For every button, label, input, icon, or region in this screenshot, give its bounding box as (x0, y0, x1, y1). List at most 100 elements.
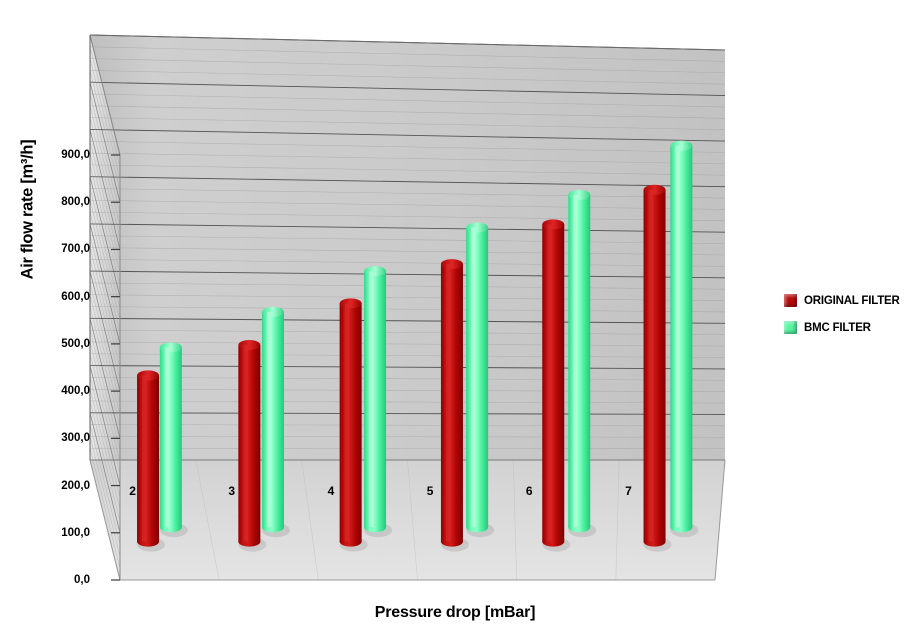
sidewall-gridline (89, 412, 121, 533)
legend-item[interactable]: BMC FILTER (784, 321, 910, 334)
bar-top-cap (466, 222, 489, 233)
bar-body (670, 145, 693, 528)
gridline-minor (89, 58, 726, 74)
y-axis-tick-label: 900,0 (61, 149, 90, 161)
legend-item[interactable]: ORIGINAL FILTER (784, 294, 910, 307)
sidewall-gridline (89, 152, 121, 274)
sidewall-gridline (89, 212, 121, 333)
bar-top-cap (364, 266, 387, 277)
bar-body (339, 303, 362, 542)
y-axis-tick-label: 600,0 (61, 290, 90, 303)
floor-left-edge (89, 459, 121, 581)
bar-top-cap (159, 342, 182, 353)
gridlines (89, 34, 726, 581)
bar[interactable] (440, 259, 469, 552)
bar-top-cap (261, 306, 284, 317)
gridline-major (89, 317, 726, 324)
bar-highlight (445, 264, 451, 542)
gridline-minor (89, 282, 726, 290)
gridline-minor (89, 188, 726, 199)
x-axis-tick-label: 2 (129, 484, 136, 498)
bar[interactable] (364, 266, 393, 538)
y-axis-tick-label: 400,0 (61, 385, 90, 398)
floor-depth-line (615, 459, 620, 581)
bar[interactable] (238, 340, 267, 552)
bars-group (137, 140, 699, 552)
bar[interactable] (339, 298, 368, 552)
bar-highlight (142, 375, 147, 542)
bar-top-cap (137, 370, 160, 381)
gridline-minor (89, 70, 726, 85)
sidewall-gridline (89, 318, 121, 439)
sidewall-gridline (89, 105, 121, 226)
floor-right-edge (714, 459, 726, 581)
bar-highlight (471, 227, 476, 528)
bar-highlight (344, 303, 350, 542)
sidewall-gridline (89, 188, 121, 309)
bar-body (364, 271, 387, 528)
bar-top-cap (670, 140, 693, 151)
sidewall-gridline (89, 448, 121, 569)
gridline-minor (89, 400, 726, 404)
bar-highlight (573, 194, 578, 528)
sidewall-gridline (89, 365, 121, 486)
bar[interactable] (159, 342, 188, 538)
gridline-minor (89, 294, 726, 301)
sidewall-gridline (89, 200, 121, 321)
sidewall-gridline (89, 353, 121, 474)
bar-body (568, 194, 591, 528)
gridline-minor (89, 105, 726, 119)
gridline-minor (89, 424, 726, 427)
bar-body (159, 347, 182, 528)
gridline-minor (89, 329, 726, 335)
gridline-major (89, 128, 726, 142)
bar-body (466, 227, 489, 528)
bar[interactable] (643, 184, 672, 552)
sidewall-gridline (89, 377, 121, 498)
bar[interactable] (568, 189, 597, 538)
sidewall-gridline (89, 141, 121, 262)
gridline-minor (89, 117, 726, 130)
bar[interactable] (137, 370, 166, 552)
chart-legend: ORIGINAL FILTER BMC FILTER (784, 294, 910, 348)
gridline-major (89, 81, 726, 97)
bar[interactable] (261, 306, 290, 538)
floor-depth-line (301, 459, 319, 581)
gridline-major (89, 412, 726, 415)
bar-highlight (369, 271, 374, 528)
gridline-minor (89, 140, 726, 153)
sidewall-gridline (89, 294, 121, 415)
bar[interactable] (542, 219, 571, 552)
gridline-minor (89, 259, 726, 267)
sidewall-gridline (89, 341, 121, 463)
sidewall-gridline (89, 129, 121, 250)
bar[interactable] (466, 222, 495, 538)
x-axis-title: Pressure drop [mBar] (374, 604, 536, 621)
gridline-major (89, 365, 726, 370)
bar-top-cap (568, 189, 591, 200)
bar[interactable] (670, 140, 699, 538)
gridline-minor (89, 353, 726, 358)
bar-highlight (547, 224, 552, 542)
bar-top-cap (542, 219, 565, 230)
gridline-major (89, 176, 726, 188)
legend-label: ORIGINAL FILTER (804, 294, 900, 307)
floor-depth-line (407, 459, 418, 581)
gridline-major (89, 270, 726, 279)
sidewall-gridline (89, 82, 121, 203)
sidewall-gridline (89, 70, 121, 191)
bar-top-cap (339, 298, 362, 309)
gridline-minor (89, 247, 726, 256)
gridline-minor (89, 211, 726, 222)
y-axis-tick-label: 800,0 (61, 196, 90, 209)
sidewall-gridline (89, 400, 121, 522)
floor-depth-line (513, 459, 517, 581)
gridline-major (89, 223, 726, 233)
sidewall-gridline (89, 176, 121, 297)
y-axis-tick-label: 0,0 (74, 574, 90, 586)
x-axis-tick-label: 6 (525, 484, 533, 498)
plot-floor (90, 460, 725, 580)
wall-top-edge (89, 34, 726, 51)
gridline-minor (89, 377, 726, 381)
